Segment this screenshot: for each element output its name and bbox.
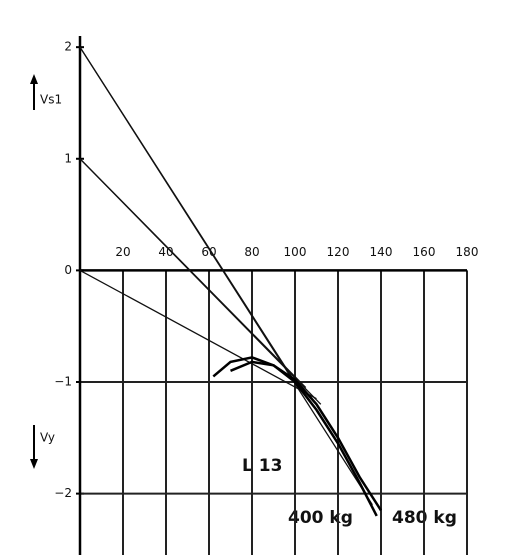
series-line xyxy=(79,46,296,383)
y-label-up: Vs1 xyxy=(40,93,62,107)
y-tick-label: 0 xyxy=(64,263,72,277)
annotation: 400 kg xyxy=(288,508,353,528)
series-line xyxy=(212,356,378,517)
arrow-head xyxy=(30,74,38,84)
series-line xyxy=(79,269,317,400)
x-tick-label: 80 xyxy=(244,245,259,259)
x-tick-label: 20 xyxy=(115,245,130,259)
annotation: L 13 xyxy=(242,456,282,476)
x-tick-label: 160 xyxy=(413,245,436,259)
x-tick-label: 140 xyxy=(370,245,393,259)
y-tick-label: 1 xyxy=(64,151,72,165)
y-tick-label: −2 xyxy=(54,486,72,500)
x-tick-label: 40 xyxy=(158,245,173,259)
y-label-down: Vy xyxy=(40,431,55,445)
x-tick-label: 100 xyxy=(284,245,307,259)
series-line xyxy=(79,158,307,389)
y-tick-label: −1 xyxy=(54,375,72,389)
series-line xyxy=(230,360,383,512)
x-tick-label: 120 xyxy=(327,245,350,259)
arrow-head xyxy=(30,459,38,469)
y-tick-label: 2 xyxy=(64,40,72,54)
x-tick-label: 180 xyxy=(456,245,479,259)
